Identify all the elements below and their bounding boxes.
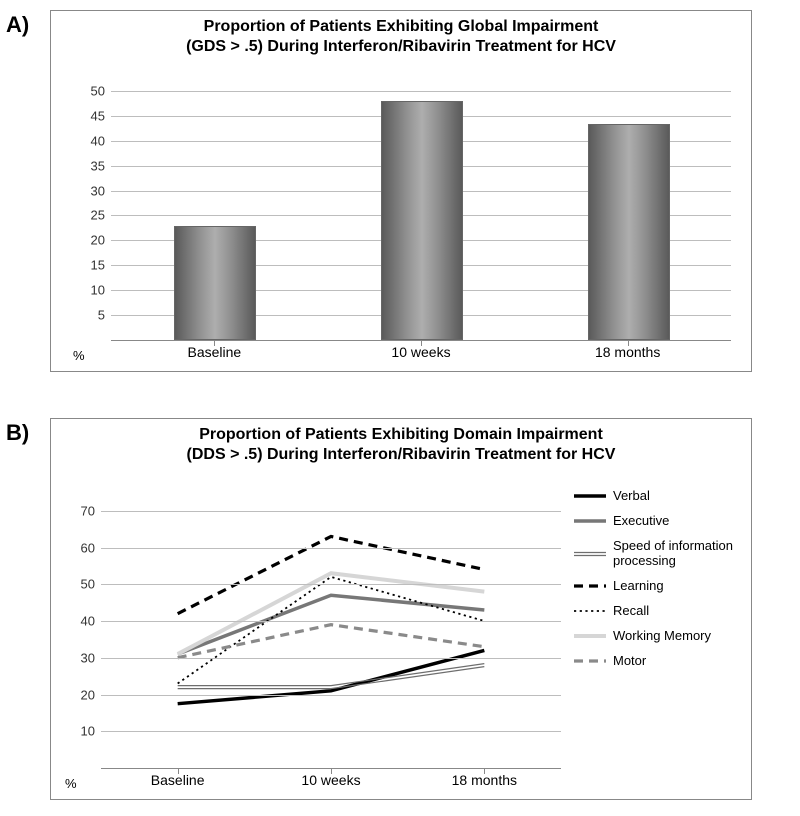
legend-label: Speed of information processing xyxy=(613,539,743,569)
ytick-label: 50 xyxy=(81,577,95,592)
ytick-label: 20 xyxy=(91,233,105,248)
legend-swatch xyxy=(573,604,607,618)
panel-b-title: Proportion of Patients Exhibiting Domain… xyxy=(51,425,751,465)
panel-a-label: A) xyxy=(6,12,29,38)
gridline xyxy=(101,621,561,622)
xtick-mark xyxy=(331,768,332,774)
xtick-label: Baseline xyxy=(187,344,241,360)
xtick-mark xyxy=(421,340,422,346)
ytick-label: 30 xyxy=(91,183,105,198)
series-line xyxy=(178,664,485,686)
legend-item: Motor xyxy=(573,654,743,669)
legend-item: Learning xyxy=(573,579,743,594)
panel-a-plot: 5101520253035404550Baseline10 weeks18 mo… xyxy=(111,66,731,341)
bar xyxy=(588,124,670,340)
ytick-label: 40 xyxy=(91,133,105,148)
ytick-label: 40 xyxy=(81,614,95,629)
legend-label: Motor xyxy=(613,654,646,669)
panel-b-chart: Proportion of Patients Exhibiting Domain… xyxy=(50,418,752,800)
legend-label: Executive xyxy=(613,514,669,529)
legend-swatch xyxy=(573,654,607,668)
panel-b-label: B) xyxy=(6,420,29,446)
xtick-label: 18 months xyxy=(595,344,660,360)
bar xyxy=(174,226,256,340)
ytick-label: 10 xyxy=(81,724,95,739)
series-line xyxy=(178,573,485,654)
legend-item: Executive xyxy=(573,514,743,529)
legend-swatch xyxy=(573,629,607,643)
legend-item: Verbal xyxy=(573,489,743,504)
ytick-label: 60 xyxy=(81,540,95,555)
xtick-label: 18 months xyxy=(452,772,517,788)
xtick-label: Baseline xyxy=(151,772,205,788)
gridline xyxy=(101,695,561,696)
legend-label: Recall xyxy=(613,604,649,619)
ytick-label: 5 xyxy=(98,308,105,323)
panel-b-plot: 10203040506070Baseline10 weeks18 months xyxy=(101,474,561,769)
gridline xyxy=(101,548,561,549)
xtick-label: 10 weeks xyxy=(301,772,360,788)
ytick-label: 20 xyxy=(81,687,95,702)
ytick-label: 15 xyxy=(91,258,105,273)
panel-a-title: Proportion of Patients Exhibiting Global… xyxy=(51,17,751,57)
ytick-label: 30 xyxy=(81,650,95,665)
panel-b-legend: Verbal Executive Speed of information proc… xyxy=(573,479,743,679)
ytick-label: 10 xyxy=(91,283,105,298)
legend-label: Verbal xyxy=(613,489,650,504)
panel-b-title-l1: Proportion of Patients Exhibiting Domain… xyxy=(199,426,603,443)
panel-b-title-l2: (DDS > .5) During Interferon/Ribavirin T… xyxy=(187,446,616,463)
ytick-label: 50 xyxy=(91,83,105,98)
xtick-mark xyxy=(178,768,179,774)
gridline xyxy=(101,584,561,585)
panel-b-pct: % xyxy=(65,776,77,791)
panel-a-pct: % xyxy=(73,348,85,363)
legend-label: Working Memory xyxy=(613,629,711,644)
gridline xyxy=(111,91,731,92)
ytick-label: 25 xyxy=(91,208,105,223)
panel-a-chart: Proportion of Patients Exhibiting Global… xyxy=(50,10,752,372)
xtick-mark xyxy=(484,768,485,774)
xtick-label: 10 weeks xyxy=(391,344,450,360)
xtick-mark xyxy=(214,340,215,346)
bar xyxy=(381,101,463,340)
ytick-label: 45 xyxy=(91,108,105,123)
gridline xyxy=(101,511,561,512)
panel-a-title-l1: Proportion of Patients Exhibiting Global… xyxy=(204,18,599,35)
legend-label: Learning xyxy=(613,579,664,594)
legend-item: Recall xyxy=(573,604,743,619)
ytick-label: 70 xyxy=(81,503,95,518)
legend-item: Speed of information processing xyxy=(573,539,743,569)
legend-swatch xyxy=(573,547,607,561)
gridline xyxy=(101,731,561,732)
gridline xyxy=(101,658,561,659)
legend-swatch xyxy=(573,579,607,593)
legend-item: Working Memory xyxy=(573,629,743,644)
legend-swatch xyxy=(573,514,607,528)
legend-swatch xyxy=(573,489,607,503)
ytick-label: 35 xyxy=(91,158,105,173)
panel-a-title-l2: (GDS > .5) During Interferon/Ribavirin T… xyxy=(186,38,616,55)
xtick-mark xyxy=(628,340,629,346)
